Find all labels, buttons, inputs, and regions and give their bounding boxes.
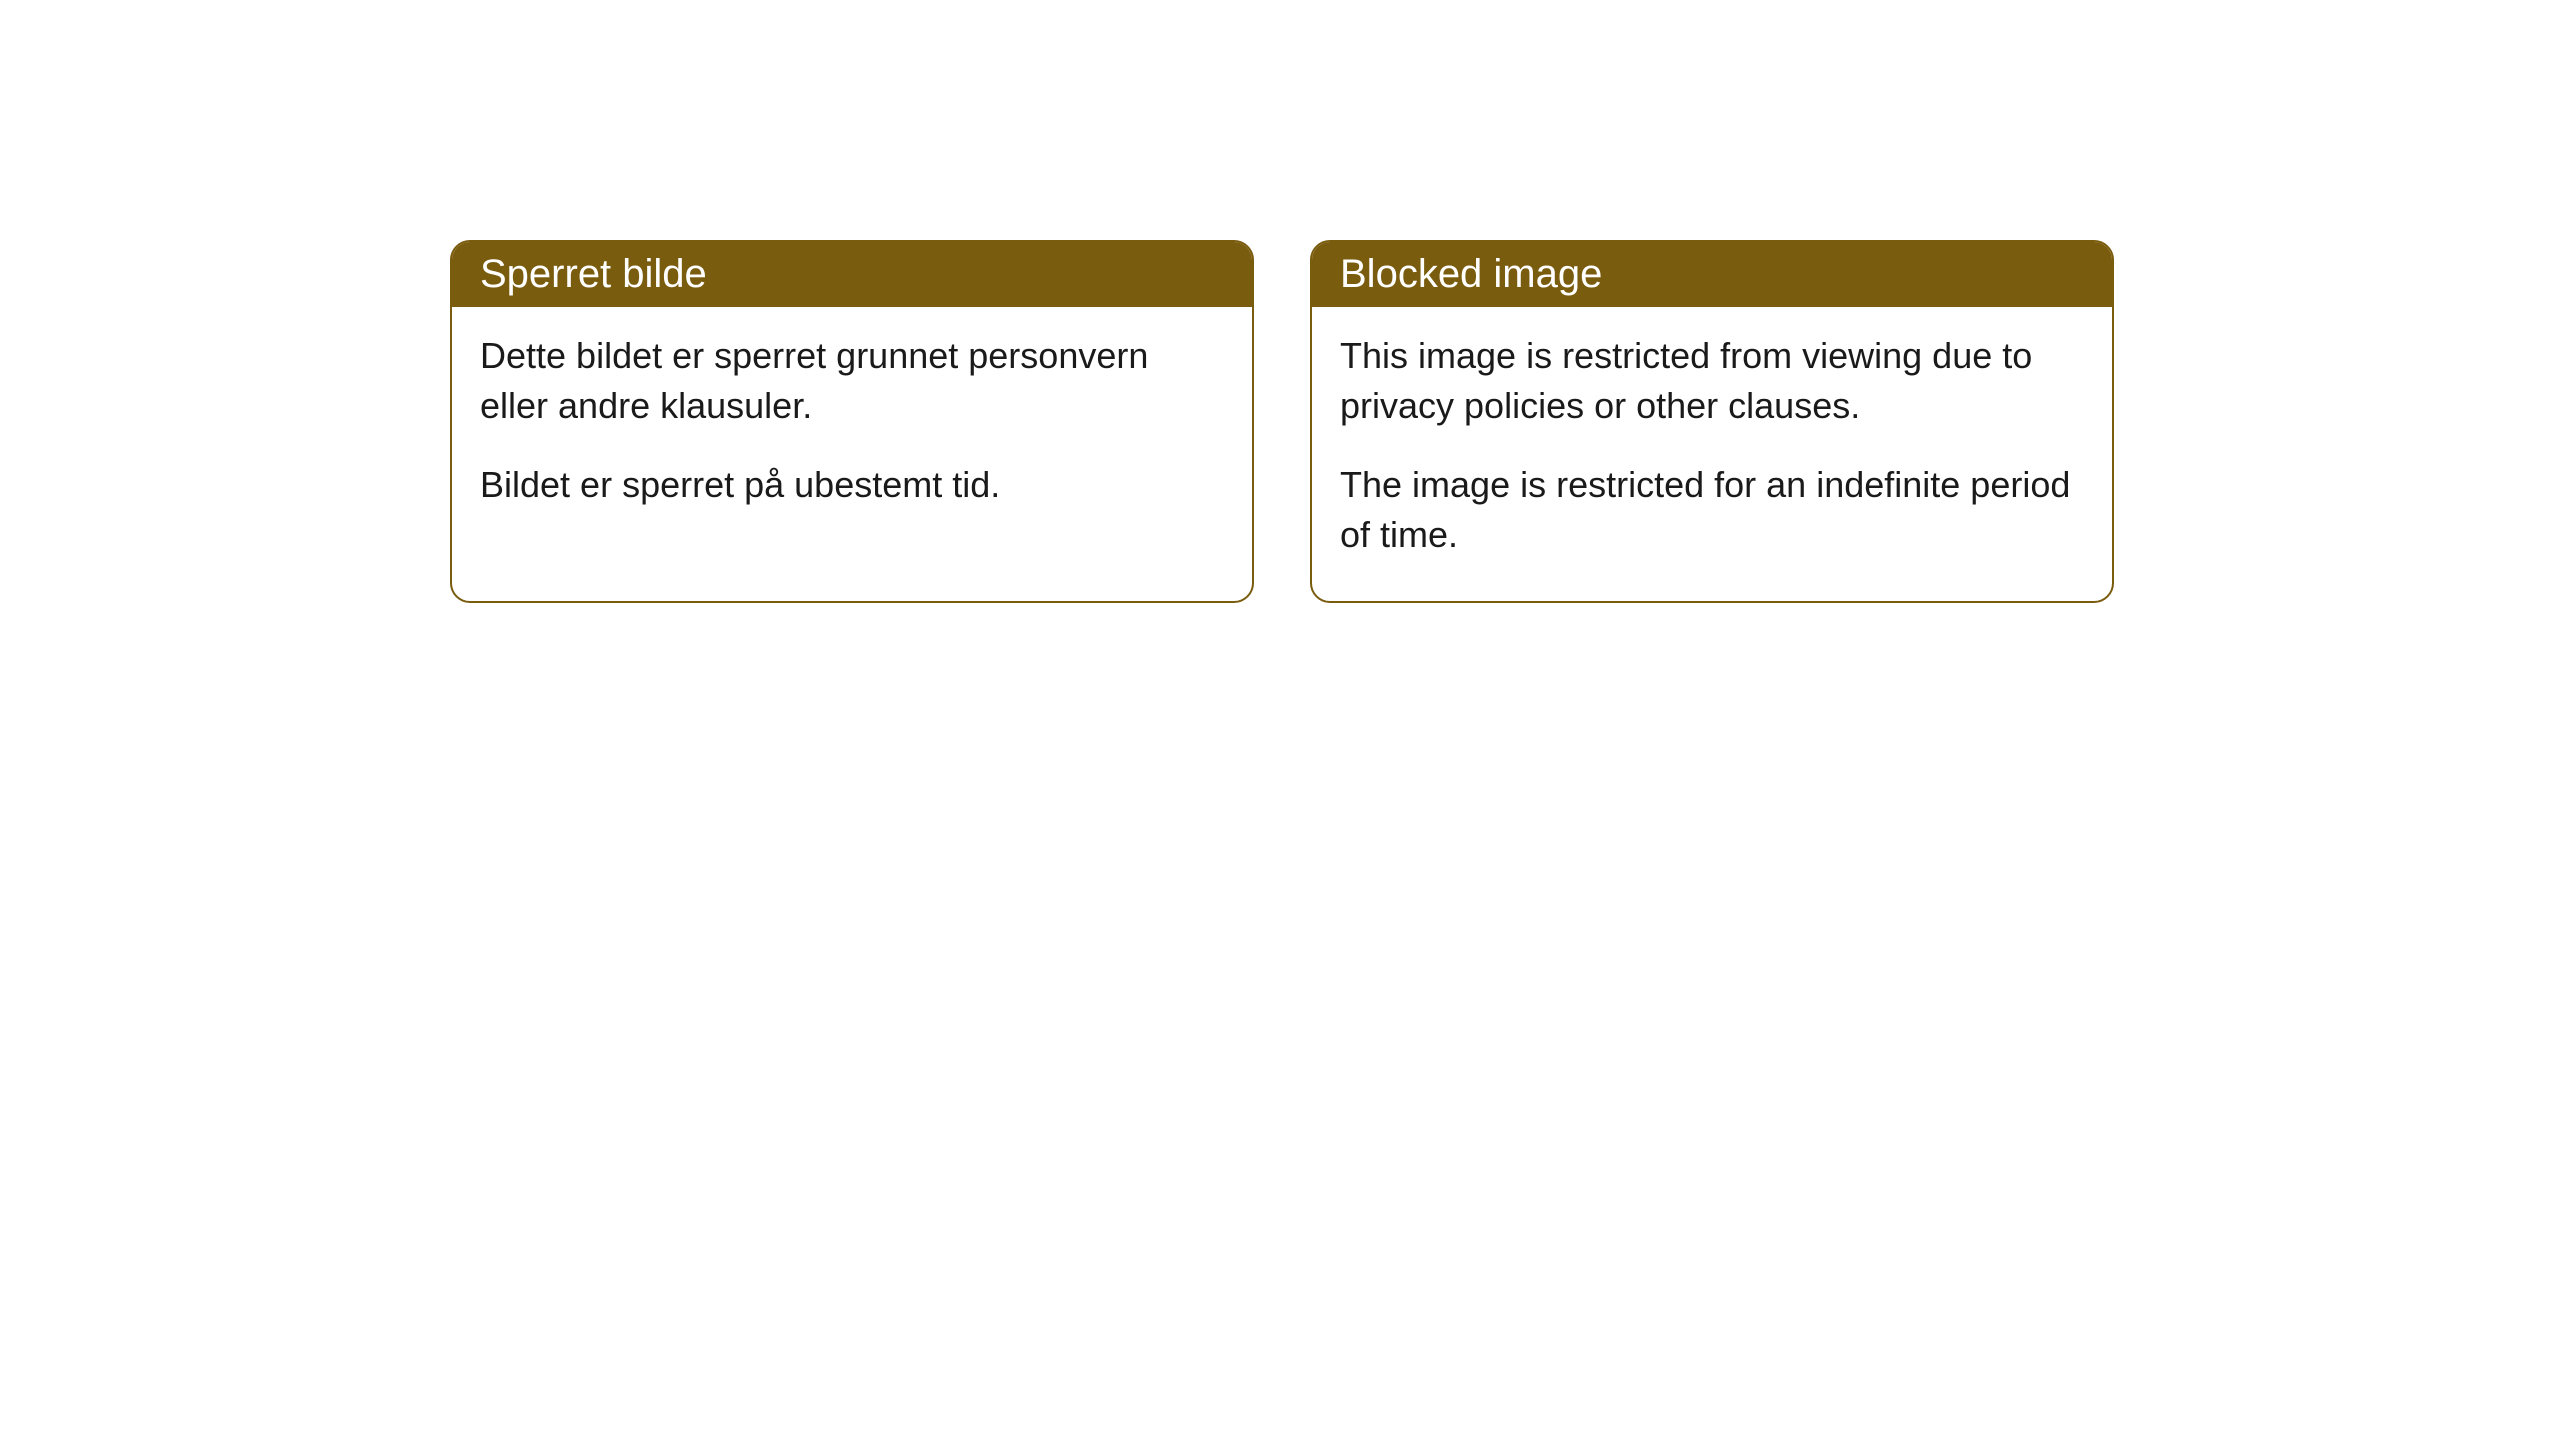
card-paragraph: This image is restricted from viewing du… xyxy=(1340,331,2084,432)
card-body-norwegian: Dette bildet er sperret grunnet personve… xyxy=(452,307,1252,550)
card-paragraph: Bildet er sperret på ubestemt tid. xyxy=(480,460,1224,510)
card-title: Sperret bilde xyxy=(480,252,707,296)
card-paragraph: Dette bildet er sperret grunnet personve… xyxy=(480,331,1224,432)
card-body-english: This image is restricted from viewing du… xyxy=(1312,307,2112,601)
blocked-image-card-english: Blocked image This image is restricted f… xyxy=(1310,240,2114,603)
card-title: Blocked image xyxy=(1340,252,1602,296)
card-paragraph: The image is restricted for an indefinit… xyxy=(1340,460,2084,561)
card-header-norwegian: Sperret bilde xyxy=(452,242,1252,307)
blocked-image-card-norwegian: Sperret bilde Dette bildet er sperret gr… xyxy=(450,240,1254,603)
notice-container: Sperret bilde Dette bildet er sperret gr… xyxy=(0,0,2560,603)
card-header-english: Blocked image xyxy=(1312,242,2112,307)
